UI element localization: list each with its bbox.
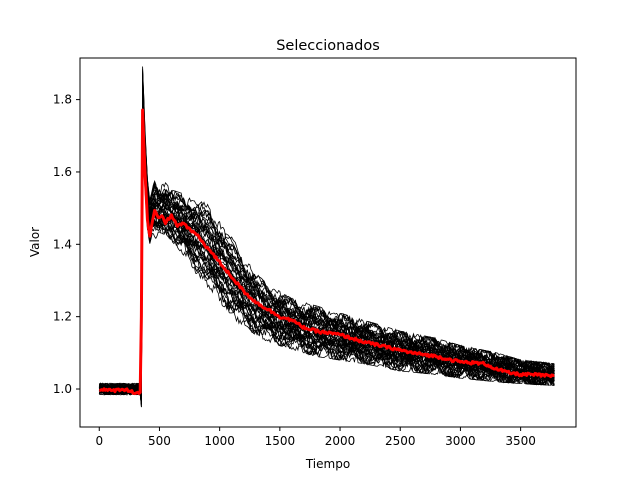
x-tick-label: 500 [148,434,171,448]
x-tick-label: 3000 [445,434,476,448]
trajectory-line [99,66,555,393]
chart-title: Seleccionados [276,38,380,54]
x-tick-label: 3500 [505,434,536,448]
y-tick-label: 1.2 [53,310,72,324]
y-tick-label: 1.6 [53,165,72,179]
x-tick-label: 2500 [385,434,416,448]
y-tick-label: 1.8 [53,93,72,107]
plot-frame [79,57,577,428]
mean-series-line [98,108,555,396]
y-tick-label: 1.4 [53,237,72,251]
x-axis: 0 500 1000 1500 2000 2500 3000 3500 [95,427,536,448]
x-tick-label: 2000 [325,434,356,448]
y-axis: 1.0 1.2 1.4 1.6 1.8 [53,93,80,396]
trajectory-line [99,112,555,396]
x-tick-label: 1500 [265,434,296,448]
y-axis-label: Valor [28,227,42,257]
x-tick-label: 1000 [204,434,235,448]
plot-area [98,66,555,408]
x-axis-label: Tiempo [305,457,350,471]
y-tick-label: 1.0 [53,382,72,396]
x-tick-label: 0 [95,434,103,448]
